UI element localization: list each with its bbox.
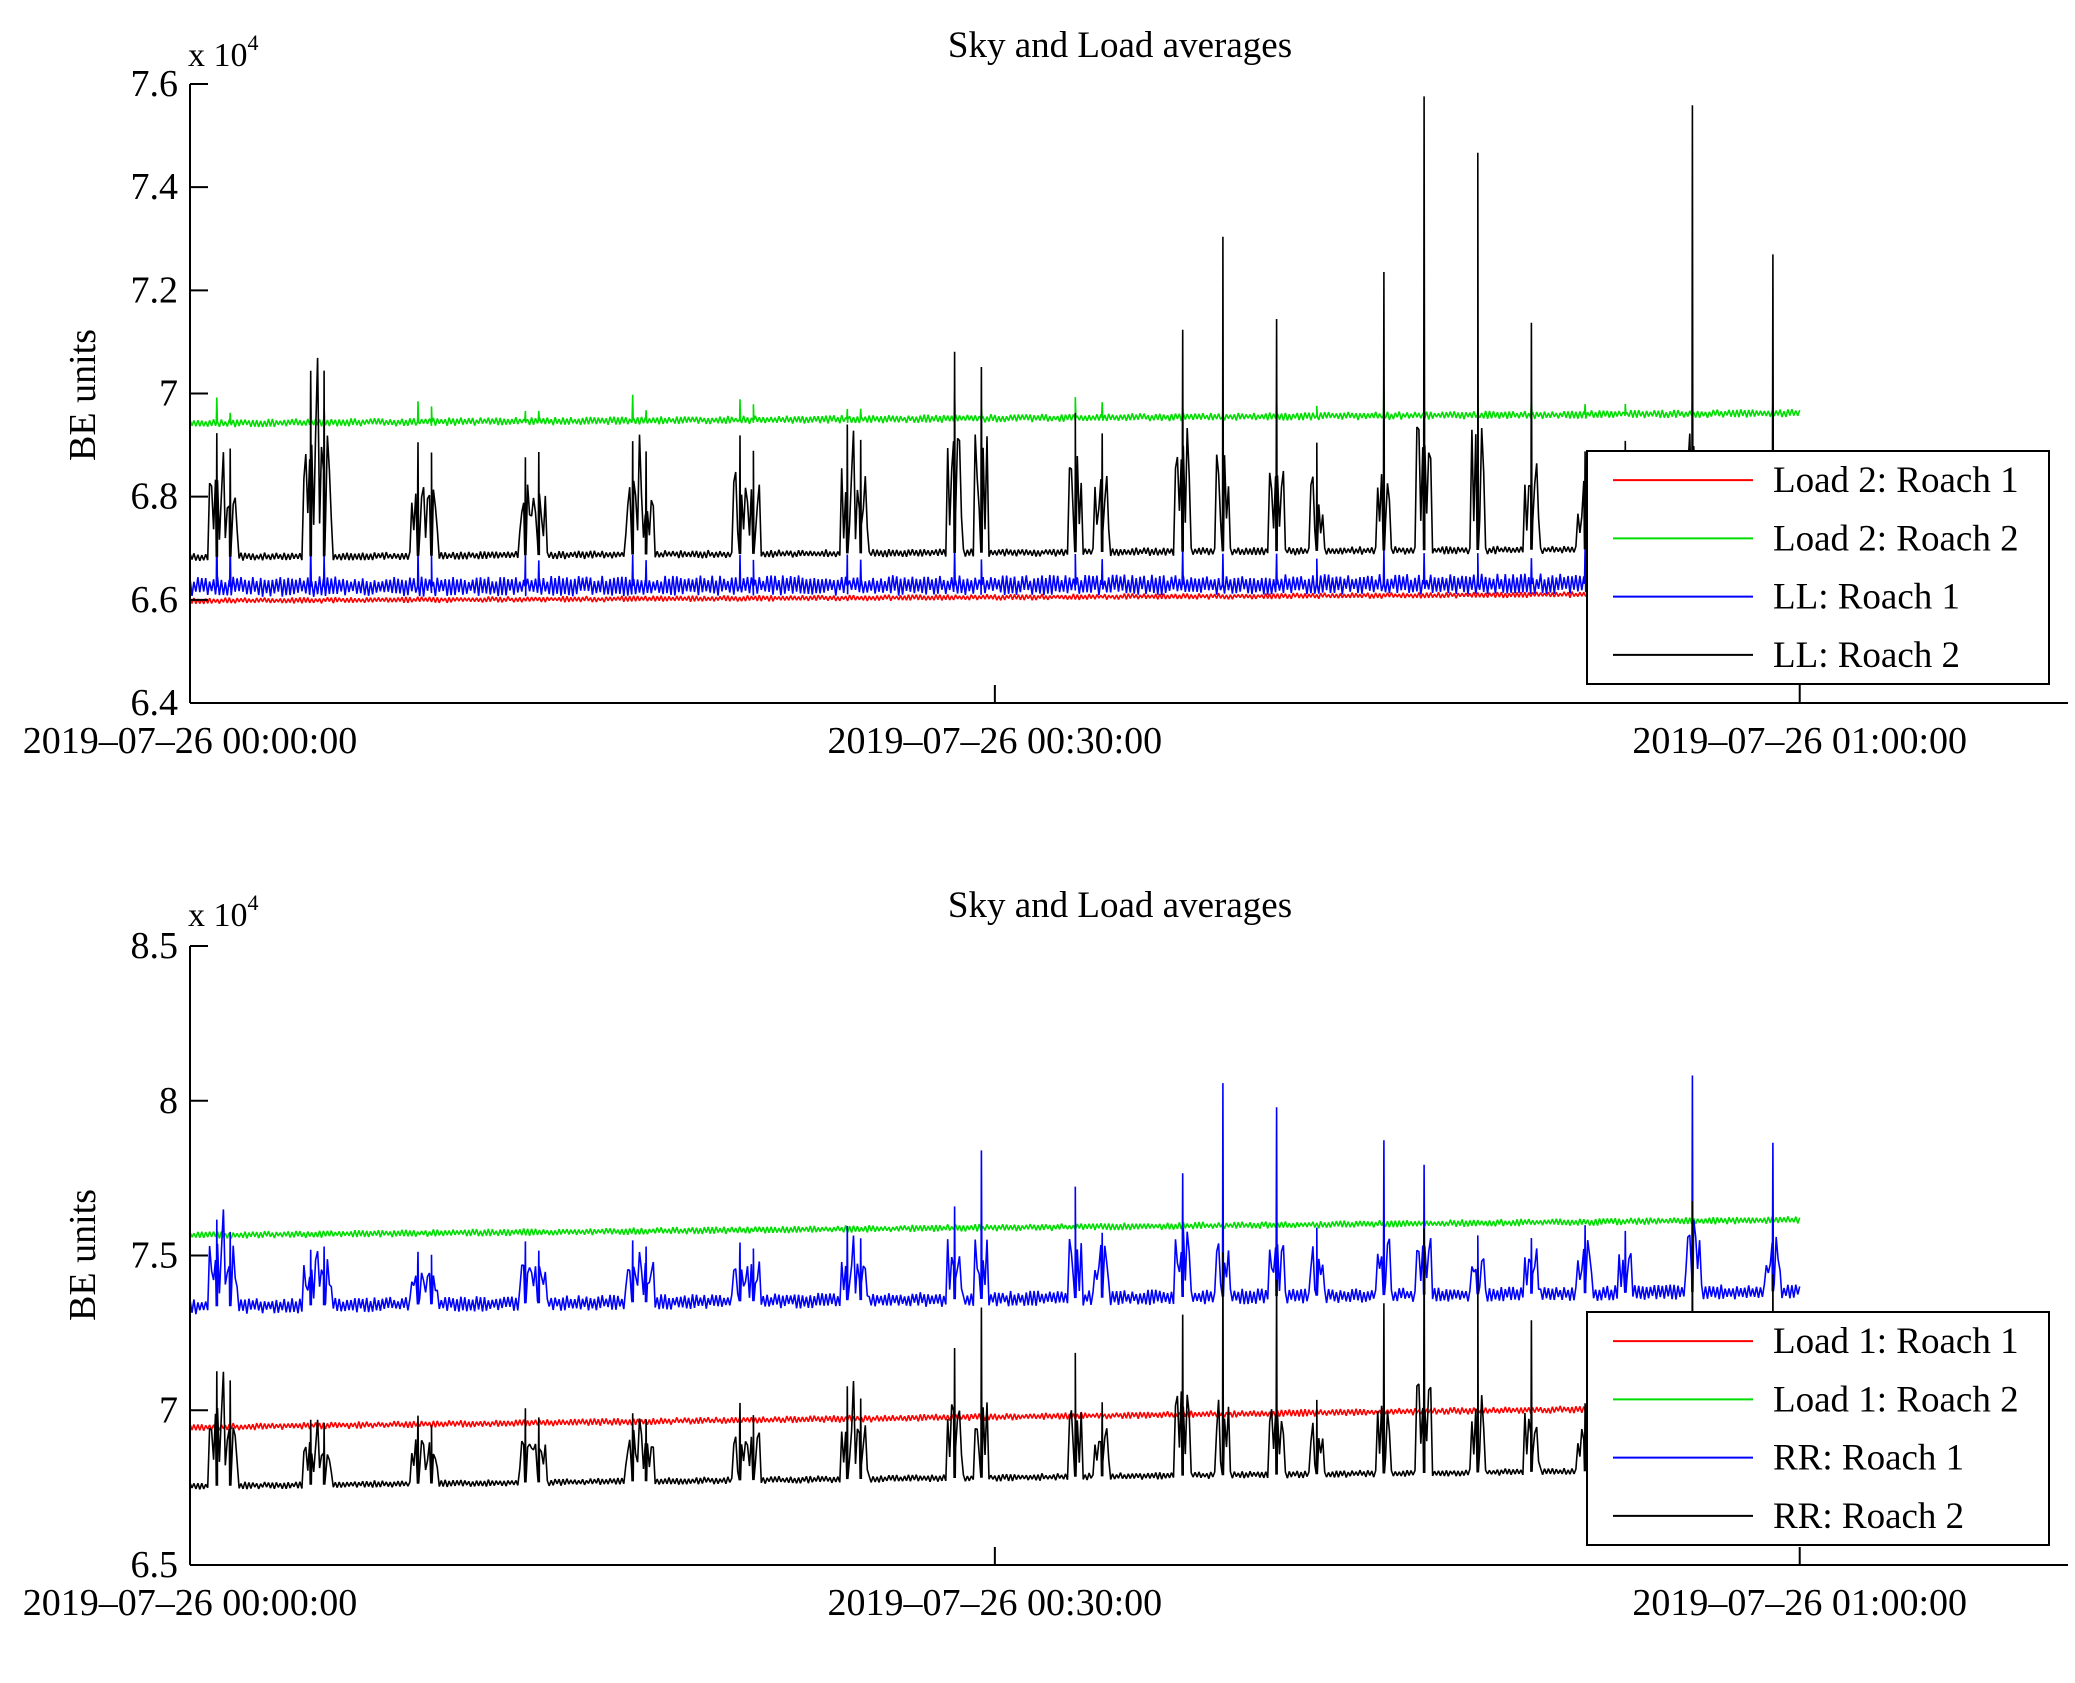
x-tick-label: 2019–07–26 00:00:00 — [23, 720, 358, 762]
y-axis-label: BE units — [62, 329, 104, 461]
x-tick-label: 2019–07–26 00:30:00 — [828, 720, 1163, 762]
chart-title: Sky and Load averages — [948, 25, 1292, 66]
series-line-3 — [189, 1075, 1801, 1315]
legend-label: RR: Roach 1 — [1773, 1438, 1964, 1479]
y-tick-label: 7.5 — [131, 1235, 179, 1277]
x-tick-label: 2019–07–26 00:00:00 — [23, 1582, 358, 1624]
chart-panel-top: Sky and Load averages x 104 BE units 6.4… — [23, 25, 2068, 762]
series-line-1 — [189, 590, 1801, 605]
legend-label: Load 1: Roach 1 — [1773, 1321, 2019, 1362]
legend-label: RR: Roach 2 — [1773, 1496, 1964, 1537]
series-line-4 — [189, 96, 1801, 562]
series-line-4 — [189, 1200, 1801, 1490]
y-tick-label: 8.5 — [131, 925, 179, 967]
y-axis-label: BE units — [62, 1189, 104, 1321]
x-tick-label: 2019–07–26 01:00:00 — [1632, 1582, 1967, 1624]
y-tick-label: 7.6 — [131, 63, 179, 105]
y-tick-label: 6.6 — [131, 579, 179, 621]
plot-area: 6.4 6.6 6.8 7 7.2 7.4 7.6 2019–07–26 00:00:00 20… — [23, 63, 2068, 762]
series-line-3 — [189, 524, 1801, 597]
y-tick-label: 7 — [159, 373, 178, 415]
legend-box — [1586, 1311, 2050, 1546]
y-tick-label: 8 — [159, 1080, 178, 1122]
legend-box — [1586, 450, 2050, 685]
y-tick-label: 6.8 — [131, 476, 179, 518]
x-tick-label: 2019–07–26 01:00:00 — [1632, 720, 1967, 762]
series-line-2 — [189, 1216, 1801, 1239]
chart-panel-bottom: Sky and Load averages x 104 BE units 6.5… — [23, 885, 2068, 1624]
legend-label: Load 2: Roach 2 — [1773, 518, 2019, 559]
y-multiplier: x 104 — [188, 890, 259, 934]
series-line-2 — [189, 381, 1801, 428]
y-tick-label: 7 — [159, 1389, 178, 1431]
y-tick-label: 7.2 — [131, 269, 179, 311]
y-tick-label: 6.5 — [131, 1544, 179, 1586]
plot-area: 6.5 7 7.5 8 8.5 2019–07–26 00:00:00 2019–07–26… — [23, 925, 2068, 1624]
legend-label: Load 1: Roach 2 — [1773, 1379, 2019, 1420]
y-multiplier: x 104 — [188, 30, 259, 74]
y-tick-label: 6.4 — [131, 682, 179, 724]
legend: Load 2: Roach 1 Load 2: Roach 2 LL: Roach … — [1586, 450, 2050, 685]
x-tick-label: 2019–07–26 00:30:00 — [828, 1582, 1163, 1624]
legend-label: Load 2: Roach 1 — [1773, 460, 2019, 501]
legend-label: LL: Roach 2 — [1773, 635, 1960, 676]
legend-label: LL: Roach 1 — [1773, 577, 1960, 618]
legend: Load 1: Roach 1 Load 1: Roach 2 RR: Roach … — [1586, 1311, 2050, 1546]
chart-title: Sky and Load averages — [948, 885, 1292, 926]
y-tick-label: 7.4 — [131, 166, 179, 208]
